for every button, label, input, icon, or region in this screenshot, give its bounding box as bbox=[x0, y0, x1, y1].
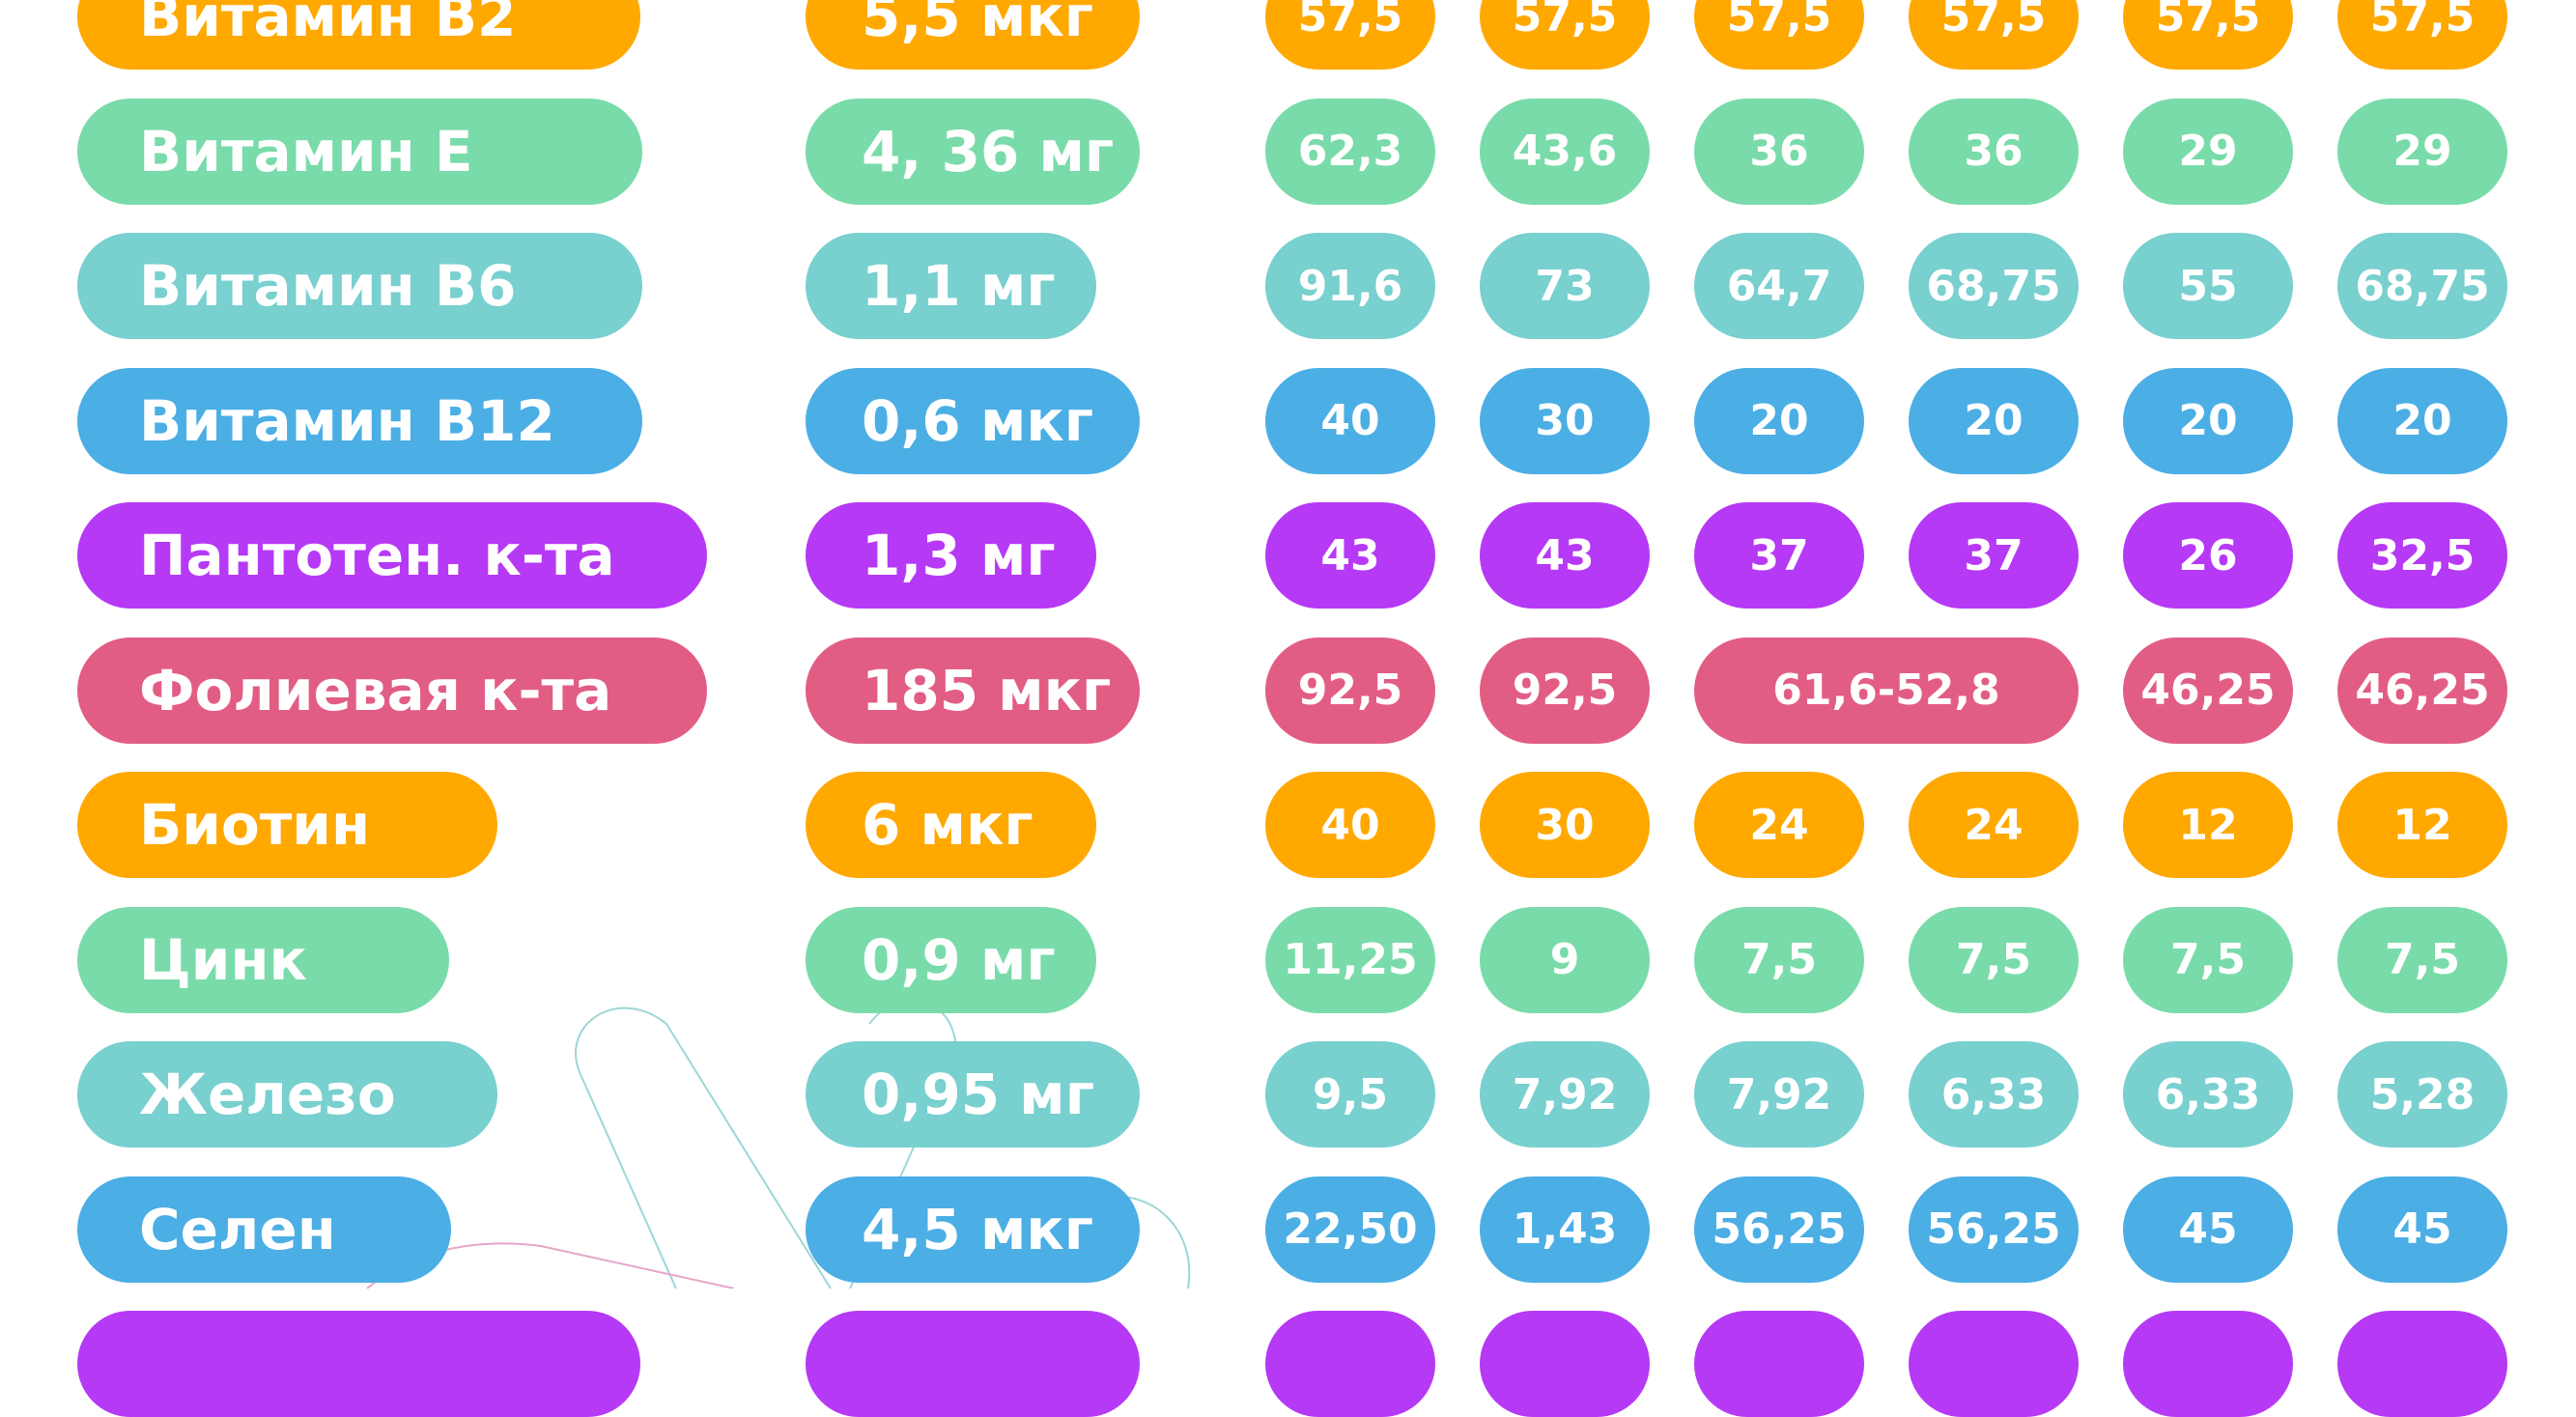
value-cell: 56,25 bbox=[1694, 1176, 1864, 1283]
value-cell: 26 bbox=[2123, 502, 2293, 609]
value-cell: 56,25 bbox=[1909, 1176, 2079, 1283]
nutrient-name: Пантотен. к-та bbox=[77, 502, 707, 609]
value-cell: 7,5 bbox=[1909, 906, 2079, 1013]
value-cell: 57,5 bbox=[1265, 0, 1435, 70]
value-cell: 7,92 bbox=[1480, 1041, 1650, 1148]
daily-norm: 4,5 мкг bbox=[806, 1176, 1140, 1283]
daily-norm: 4, 36 мг bbox=[806, 98, 1140, 205]
value-cell: 62,3 bbox=[1265, 98, 1435, 205]
value-cell: 9,5 bbox=[1265, 1041, 1435, 1148]
nutrient-name: Витамин В12 bbox=[77, 367, 642, 474]
value-cell: 29 bbox=[2337, 98, 2507, 205]
nutrient-name bbox=[77, 1311, 640, 1417]
value-cell: 45 bbox=[2123, 1176, 2293, 1283]
value-cell: 55 bbox=[2123, 233, 2293, 339]
value-cell: 57,5 bbox=[2337, 0, 2507, 70]
value-cell: 40 bbox=[1265, 772, 1435, 878]
value-cell: 22,50 bbox=[1265, 1176, 1435, 1283]
value-cell: 73 bbox=[1480, 233, 1650, 339]
value-cell bbox=[1480, 1311, 1650, 1417]
value-cell: 57,5 bbox=[1694, 0, 1864, 70]
value-cell: 5,28 bbox=[2337, 1041, 2507, 1148]
nutrient-name: Селен bbox=[77, 1176, 451, 1283]
value-cell: 7,5 bbox=[1694, 906, 1864, 1013]
value-cell: 6,33 bbox=[2123, 1041, 2293, 1148]
value-cell: 12 bbox=[2123, 772, 2293, 878]
nutrient-name: Железо bbox=[77, 1041, 497, 1148]
value-cell: 68,75 bbox=[2337, 233, 2507, 339]
deco-line-2 bbox=[579, 1071, 677, 1289]
value-cell: 30 bbox=[1480, 772, 1650, 878]
nutrient-name: Витамин В6 bbox=[77, 233, 642, 339]
daily-norm bbox=[806, 1311, 1140, 1417]
value-cell: 7,5 bbox=[2337, 906, 2507, 1013]
nutrient-name: Фолиевая к-та bbox=[77, 637, 707, 744]
nutrient-name: Цинк bbox=[77, 906, 449, 1013]
value-cell: 46,25 bbox=[2337, 637, 2507, 744]
nutrient-name: Витамин B2 bbox=[77, 0, 640, 70]
value-cell: 91,6 bbox=[1265, 233, 1435, 339]
nutrient-table: Витамин B2 5,5 мкг 57,5 57,5 57,5 57,5 57,5 57,… bbox=[77, 0, 2507, 1417]
value-cell: 57,5 bbox=[2123, 0, 2293, 70]
value-cell: 11,25 bbox=[1265, 906, 1435, 1013]
value-cell bbox=[2337, 1311, 2507, 1417]
value-cell: 24 bbox=[1694, 772, 1864, 878]
value-cell: 64,7 bbox=[1694, 233, 1864, 339]
value-cell bbox=[2123, 1311, 2293, 1417]
value-cell: 7,5 bbox=[2123, 906, 2293, 1013]
value-cell: 43 bbox=[1265, 502, 1435, 609]
value-cell: 12 bbox=[2337, 772, 2507, 878]
nutrient-name: Биотин bbox=[77, 772, 497, 878]
value-cell bbox=[1909, 1311, 2079, 1417]
value-cell: 29 bbox=[2123, 98, 2293, 205]
deco-line-1 bbox=[575, 1006, 832, 1289]
value-cell: 24 bbox=[1909, 772, 2079, 878]
value-cell bbox=[1694, 1311, 1864, 1417]
daily-norm: 1,3 мг bbox=[806, 502, 1096, 609]
nutrient-name: Витамин Е bbox=[77, 98, 642, 205]
value-cell: 20 bbox=[1909, 367, 2079, 474]
value-cell: 20 bbox=[2123, 367, 2293, 474]
value-cell: 36 bbox=[1694, 98, 1864, 205]
value-cell: 37 bbox=[1694, 502, 1864, 609]
value-cell: 61,6-52,8 bbox=[1694, 637, 2079, 744]
value-cell: 57,5 bbox=[1909, 0, 2079, 70]
value-cell: 36 bbox=[1909, 98, 2079, 205]
value-cell: 43 bbox=[1480, 502, 1650, 609]
daily-norm: 0,95 мг bbox=[806, 1041, 1140, 1148]
value-cell: 7,92 bbox=[1694, 1041, 1864, 1148]
value-cell: 92,5 bbox=[1265, 637, 1435, 744]
value-cell: 40 bbox=[1265, 367, 1435, 474]
value-cell: 57,5 bbox=[1480, 0, 1650, 70]
value-cell: 92,5 bbox=[1480, 637, 1650, 744]
daily-norm: 0,9 мг bbox=[806, 906, 1096, 1013]
daily-norm: 6 мкг bbox=[806, 772, 1096, 878]
daily-norm: 1,1 мг bbox=[806, 233, 1096, 339]
value-cell bbox=[1265, 1311, 1435, 1417]
value-cell: 20 bbox=[1694, 367, 1864, 474]
daily-norm: 5,5 мкг bbox=[806, 0, 1140, 70]
value-cell: 46,25 bbox=[2123, 637, 2293, 744]
value-cell: 30 bbox=[1480, 367, 1650, 474]
value-cell: 1,43 bbox=[1480, 1176, 1650, 1283]
value-cell: 68,75 bbox=[1909, 233, 2079, 339]
value-cell: 37 bbox=[1909, 502, 2079, 609]
value-cell: 20 bbox=[2337, 367, 2507, 474]
value-cell: 9 bbox=[1480, 906, 1650, 1013]
daily-norm: 185 мкг bbox=[806, 637, 1140, 744]
value-cell: 43,6 bbox=[1480, 98, 1650, 205]
value-cell: 6,33 bbox=[1909, 1041, 2079, 1148]
value-cell: 45 bbox=[2337, 1176, 2507, 1283]
daily-norm: 0,6 мкг bbox=[806, 367, 1140, 474]
value-cell: 32,5 bbox=[2337, 502, 2507, 609]
